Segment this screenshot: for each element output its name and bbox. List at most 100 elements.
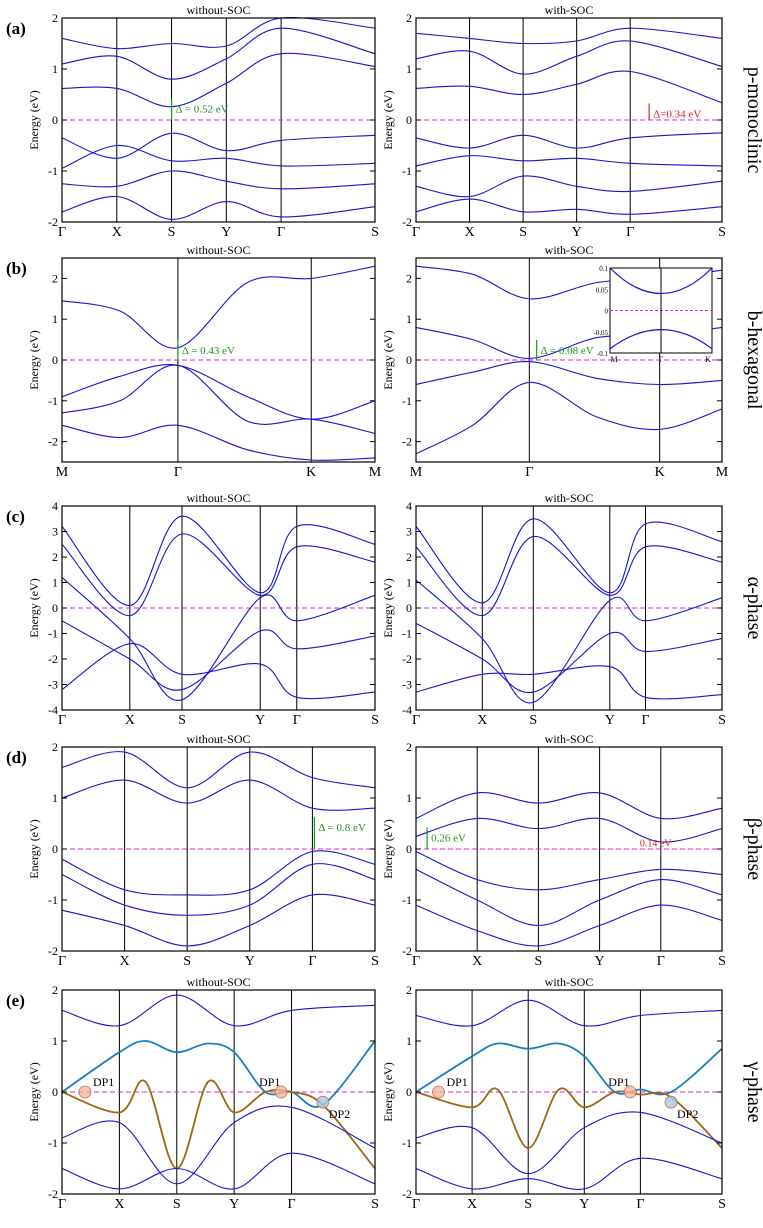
k-point-label: Γ [626, 225, 634, 240]
k-point-label: Γ [525, 465, 533, 480]
band-line-b1 [415, 518, 723, 604]
k-point-label: Γ [412, 954, 420, 969]
band-line-vb2 [61, 364, 376, 434]
gap-label: Δ = 0.43 eV [182, 345, 235, 357]
phase-label: p-monoclinic [743, 67, 763, 174]
k-point-label: M [56, 465, 69, 480]
panel-title: with-SOC [545, 3, 594, 17]
y-axis-label: Energy (eV) [381, 1062, 395, 1121]
k-point-label: X [477, 713, 487, 728]
y-tick-label: 4 [52, 499, 58, 513]
panel-title: without-SOC [186, 732, 250, 746]
y-axis-label: Energy (eV) [27, 90, 41, 149]
k-point-label: Y [245, 954, 255, 969]
y-tick-label: 0 [406, 353, 412, 367]
k-point-label: S [178, 713, 186, 728]
y-tick-label: 1 [52, 576, 58, 590]
y-tick-label: -4 [402, 703, 412, 717]
band-line-cb3 [61, 16, 376, 50]
band-line-cb1 [415, 817, 723, 843]
y-tick-label: 2 [52, 740, 58, 754]
band-line-vb1 [415, 132, 723, 149]
y-tick-label: 1 [406, 62, 412, 76]
y-tick-label: -4 [48, 703, 58, 717]
panel-title: with-SOC [545, 491, 594, 505]
band-line-vb3 [61, 170, 376, 190]
phase-label: β-phase [743, 818, 763, 880]
band-panel-b-right: with-SOC Energy (eV) -2 -1 0 1 2 M Γ K M Δ = 0.08 e… [381, 243, 729, 480]
k-point-label: X [114, 1197, 124, 1212]
band-line-vb3 [415, 904, 723, 947]
k-point-label: S [535, 954, 543, 969]
k-point-label: S [524, 1197, 532, 1212]
band-line-b4 [61, 1105, 376, 1185]
k-point-label: S [371, 1197, 379, 1212]
k-point-label: Γ [657, 954, 665, 969]
gap-label: 0.26 eV [431, 832, 466, 844]
dirac-point-marker [274, 1085, 288, 1099]
k-point-label: Y [595, 954, 605, 969]
y-tick-label: 3 [52, 525, 58, 539]
y-tick-label: -1 [48, 1136, 58, 1150]
dirac-point-label: DP1 [608, 1075, 629, 1089]
inset-valence-band [609, 329, 713, 350]
y-tick-label: 1 [52, 62, 58, 76]
panel-title: without-SOC [186, 975, 250, 989]
band-line-vb3 [415, 175, 723, 198]
band-panel-c-left: without-SOC Energy (eV) -4 -3 -2 -1 0 1 2 3 4 Γ X S Y Γ… [27, 491, 379, 728]
y-tick-label: 0 [406, 842, 412, 856]
k-point-label: M [369, 465, 382, 480]
y-axis-label: Energy (eV) [27, 1062, 41, 1121]
y-tick-label: 0 [52, 1085, 58, 1099]
band-line-cb2 [61, 27, 376, 80]
inset-k-label: M [610, 355, 617, 364]
y-tick-label: 1 [406, 1034, 412, 1048]
k-point-label: K [306, 465, 316, 480]
panel-title: without-SOC [186, 491, 250, 505]
band-line-b2 [415, 536, 723, 617]
inset-k-label: K [705, 355, 711, 364]
y-tick-label: -2 [48, 215, 58, 229]
y-tick-label: 1 [52, 1034, 58, 1048]
band-line-vb4 [61, 195, 376, 220]
y-axis-label: Energy (eV) [27, 578, 41, 637]
gap-label: Δ=0.34 eV [653, 108, 701, 120]
band-line-vb1 [61, 364, 376, 420]
k-point-label: Γ [58, 225, 66, 240]
dirac-point-marker [623, 1085, 637, 1099]
y-tick-label: -1 [402, 893, 412, 907]
y-tick-label: -1 [48, 164, 58, 178]
k-point-label: S [718, 954, 726, 969]
y-tick-label: -2 [48, 435, 58, 449]
inset-k-label: Γ [659, 355, 664, 364]
y-tick-label: -1 [48, 394, 58, 408]
k-point-label: Y [229, 1197, 239, 1212]
dirac-point-marker [664, 1095, 678, 1109]
band-panel-d-right: with-SOC Energy (eV) -2 -1 0 1 2 Γ X S Y Γ S 0.26 eV 0… [381, 732, 726, 969]
band-line-cb2 [415, 40, 723, 75]
y-tick-label: -1 [48, 627, 58, 641]
k-point-label: S [173, 1197, 181, 1212]
band-line-vb1 [61, 132, 376, 159]
phase-label: b-hexagonal [743, 311, 763, 410]
panel-label: (a) [6, 19, 26, 38]
band-panel-a-left: without-SOC Energy (eV) -2 -1 0 1 2 Γ X S Y Γ S Δ = 0… [27, 3, 379, 240]
gap-label: Δ = 0.52 eV [176, 103, 229, 115]
band-panel-c-right: with-SOC Energy (eV) -4 -3 -2 -1 0 1 2 3 4 Γ X S Y Γ S [381, 491, 726, 728]
dirac-point-label: DP1 [93, 1075, 114, 1089]
panel-title: with-SOC [545, 732, 594, 746]
band-line-vb1 [61, 850, 376, 896]
y-tick-label: 2 [406, 11, 412, 25]
y-tick-label: 1 [406, 791, 412, 805]
k-point-label: Γ [287, 1197, 295, 1212]
panel-title: without-SOC [186, 3, 250, 17]
k-point-label: Γ [636, 1197, 644, 1212]
y-tick-label: -1 [402, 394, 412, 408]
panel-label: (c) [6, 507, 25, 526]
k-point-label: Y [579, 1197, 589, 1212]
inset-y-tick-label: 0 [605, 308, 609, 316]
panel-title: with-SOC [545, 243, 594, 257]
k-point-label: Y [255, 713, 265, 728]
band-panel-b-left: without-SOC Energy (eV) -2 -1 0 1 2 M Γ K M Δ = 0.4… [27, 243, 382, 480]
